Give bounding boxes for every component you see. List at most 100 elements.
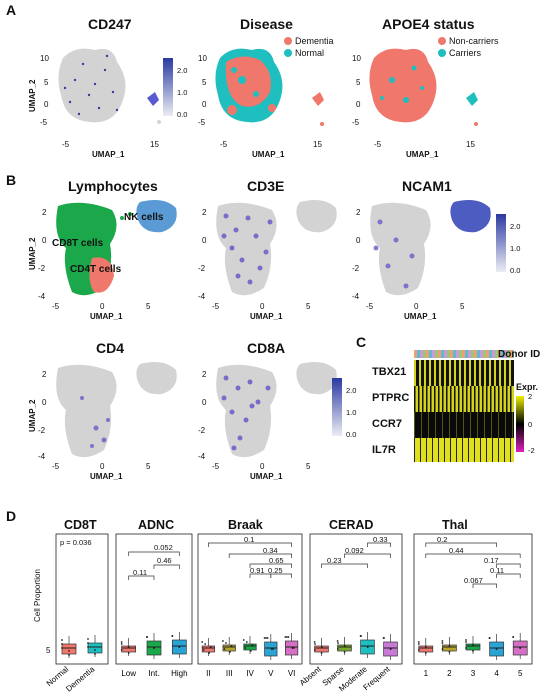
ytick: -4 — [352, 292, 360, 301]
significance-bracket — [425, 542, 497, 547]
ytick: 2 — [356, 208, 361, 217]
boxplot-category-label: 1 — [424, 669, 429, 678]
pvalue-label: 0.44 — [449, 546, 464, 555]
xtick: 0 — [260, 302, 265, 311]
boxplot-point — [202, 649, 205, 651]
boxplot-frame — [55, 533, 109, 665]
xtick: 0 — [100, 462, 105, 471]
xtick: 5 — [146, 302, 151, 311]
ytick: 0 — [42, 236, 47, 245]
boxplot-point — [417, 641, 420, 643]
significance-bracket — [128, 575, 155, 580]
panel-letter-c: C — [356, 334, 367, 350]
boxplot-title-adnc: ADNC — [138, 518, 175, 532]
panel-letter-d: D — [6, 508, 17, 524]
boxplot-point — [448, 645, 451, 647]
gene-label: TBX21 — [372, 366, 407, 378]
significance-bracket — [153, 564, 180, 569]
boxplot-point — [146, 636, 148, 638]
significance-bracket — [367, 542, 391, 547]
boxplot-title-cd8t: CD8T — [64, 518, 97, 532]
ytick: 0 — [356, 236, 361, 245]
xlabel: UMAP_1 — [92, 150, 125, 159]
boxplot-point — [336, 640, 339, 642]
ytick: 5 — [356, 78, 361, 87]
boxplot-point — [209, 646, 212, 648]
boxplot-point — [389, 648, 392, 650]
ytick: -2 — [38, 426, 46, 435]
significance-bracket — [249, 563, 292, 568]
ytick: 2 — [202, 208, 207, 217]
ytick: -2 — [198, 264, 206, 273]
colorbar-tick: 1.0 — [510, 244, 521, 253]
xlabel: UMAP_1 — [406, 150, 439, 159]
ytick: -4 — [38, 452, 46, 461]
ytick: 2 — [202, 370, 207, 379]
xtick: 15 — [313, 140, 322, 149]
boxplot-point — [244, 647, 247, 649]
colorbar-tick: 1.0 — [177, 88, 188, 97]
donor-id-label: Donor ID — [498, 349, 541, 360]
boxplot-point — [68, 650, 70, 652]
legend-item: Non-carriers — [438, 36, 499, 46]
significance-bracket — [128, 551, 180, 556]
legend-item: Carriers — [438, 48, 481, 58]
boxplot-point — [251, 644, 254, 646]
boxplot-point — [320, 652, 323, 654]
pvalue-label: 0.11 — [490, 566, 505, 575]
boxplot-point — [360, 635, 362, 637]
ytick: 0 — [44, 100, 49, 109]
umap-title-cd4: CD4 — [96, 340, 125, 356]
boxplot-category-label: 3 — [471, 669, 476, 678]
boxplot-box — [243, 643, 257, 651]
pvalue-label: 0.33 — [373, 535, 388, 544]
boxplot-category-label: VI — [288, 669, 296, 678]
boxplot-point — [208, 652, 211, 654]
boxplot-point — [441, 640, 444, 642]
boxplot-point — [204, 643, 207, 645]
boxplot-point — [472, 644, 474, 646]
ytick: -2 — [352, 264, 360, 273]
ytick: 10 — [198, 54, 207, 63]
umap-title-cd3e: CD3E — [247, 178, 285, 194]
boxplot-frame — [115, 533, 193, 665]
xtick: -5 — [220, 140, 228, 149]
umap-title-apoe4: APOE4 status — [382, 16, 475, 32]
boxplot-point — [424, 646, 427, 648]
ytick: -4 — [198, 452, 206, 461]
boxplot-box — [61, 643, 77, 655]
xtick: -5 — [212, 302, 220, 311]
ytick: 2 — [42, 208, 47, 217]
ytick: -2 — [198, 426, 206, 435]
boxplot-point — [284, 636, 287, 638]
boxplot-title-cerad: CERAD — [329, 518, 374, 532]
expression-heatmap — [414, 350, 514, 462]
boxplot-category-label: High — [171, 669, 187, 678]
significance-bracket — [270, 573, 292, 578]
panel-letter-b: B — [6, 172, 17, 188]
boxplot-box — [418, 645, 434, 653]
boxplot-category-label: III — [226, 669, 233, 678]
ytick: 5 — [44, 78, 49, 87]
ytick: 0 — [42, 398, 47, 407]
umap-title-cd8a: CD8A — [247, 340, 286, 356]
pvalue-label: 0.11 — [133, 568, 148, 577]
boxplot-point — [171, 635, 174, 637]
umap-scatter-cd247 — [58, 48, 161, 124]
umap-scatter-apoe4 — [369, 48, 478, 126]
xlabel: UMAP_1 — [90, 312, 123, 321]
boxplot-point — [201, 641, 204, 643]
boxplot-title-thal: Thal — [442, 518, 468, 532]
colorbar-tick: 0.0 — [177, 110, 188, 119]
xtick: -5 — [212, 462, 220, 471]
boxplot-point — [94, 653, 96, 655]
boxplot-category-label: Int. — [148, 669, 159, 678]
boxplot-point — [242, 639, 245, 641]
boxplot-point — [120, 649, 123, 651]
pvalue-label: 0.1 — [244, 535, 255, 544]
umap-title-disease: Disease — [240, 16, 293, 32]
boxplot-point — [229, 651, 231, 653]
ytick: -5 — [352, 118, 360, 127]
ytick: 2 — [42, 370, 47, 379]
